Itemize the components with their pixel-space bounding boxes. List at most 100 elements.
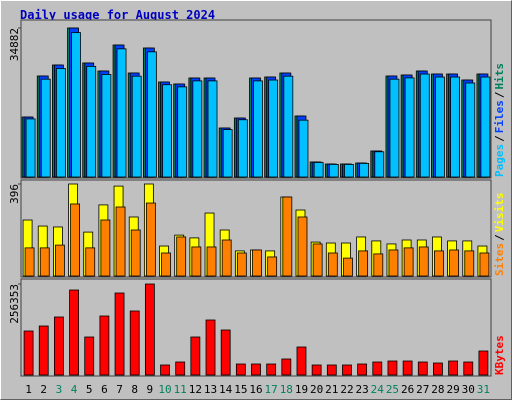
bar — [404, 77, 415, 178]
bar — [464, 250, 475, 277]
legend-entry: Hits — [493, 63, 506, 90]
bar — [192, 80, 203, 178]
bar — [281, 358, 292, 376]
y-tick-label: 396 — [8, 184, 21, 204]
bar — [343, 257, 353, 277]
bar — [327, 252, 338, 277]
bar — [282, 196, 293, 277]
bar — [129, 310, 140, 376]
x-tick-label: 27 — [416, 383, 429, 396]
legend-separator: / — [493, 135, 506, 142]
bar — [435, 76, 445, 178]
bar — [39, 247, 50, 277]
x-tick-label: 28 — [431, 383, 444, 396]
bar — [465, 82, 476, 178]
legend-separator: / — [493, 91, 506, 98]
bar — [161, 252, 171, 277]
bar — [402, 360, 413, 376]
bar — [235, 363, 246, 376]
bar — [70, 203, 80, 277]
bar — [160, 364, 170, 376]
x-tick-label: 20 — [310, 383, 323, 396]
bar — [145, 202, 156, 277]
bar — [448, 360, 458, 376]
bar — [115, 206, 126, 277]
bar — [69, 289, 79, 376]
bar — [176, 236, 187, 277]
bar — [373, 253, 384, 277]
bar — [417, 361, 428, 376]
bar — [298, 119, 309, 178]
bar — [313, 162, 324, 178]
x-tick-label: 1 — [25, 383, 32, 396]
bar — [54, 316, 64, 376]
bar — [221, 239, 232, 277]
bar — [328, 163, 339, 178]
bar — [480, 76, 491, 178]
bar — [131, 75, 142, 178]
bar — [251, 363, 261, 376]
x-tick-label: 30 — [462, 383, 475, 396]
x-tick-label: 11 — [174, 383, 187, 396]
legend-entry: Files — [493, 100, 506, 133]
x-tick-label: 16 — [249, 383, 262, 396]
bar — [266, 363, 277, 376]
x-tick-label: 31 — [477, 383, 490, 396]
bar — [344, 163, 354, 178]
legend-entry: Pages — [493, 144, 506, 177]
x-tick-label: 18 — [280, 383, 293, 396]
x-tick-label: 3 — [56, 383, 63, 396]
x-tick-label: 10 — [158, 383, 171, 396]
bar — [146, 51, 157, 178]
bar — [253, 80, 263, 178]
bar — [449, 249, 459, 277]
bar — [359, 163, 370, 178]
bar — [206, 246, 217, 277]
bar — [23, 330, 34, 376]
x-tick-label: 9 — [147, 383, 154, 396]
x-tick-label: 12 — [189, 383, 202, 396]
bar — [162, 84, 172, 178]
bar — [433, 362, 443, 376]
legend-entry: Visits — [493, 193, 506, 233]
bar — [297, 216, 308, 277]
bar — [190, 336, 201, 376]
bar — [418, 246, 429, 277]
bar — [86, 65, 97, 178]
bar — [205, 319, 216, 376]
x-tick-label: 14 — [219, 383, 233, 396]
bar — [434, 250, 444, 277]
bar — [191, 246, 202, 277]
bar — [85, 247, 96, 277]
bar — [100, 219, 111, 277]
bar — [116, 48, 127, 178]
bar — [388, 249, 399, 277]
x-tick-label: 22 — [340, 383, 353, 396]
bar — [24, 247, 35, 277]
x-tick-label: 17 — [265, 383, 278, 396]
x-tick-label: 21 — [325, 383, 338, 396]
bar — [99, 315, 110, 376]
bar — [387, 360, 398, 376]
bar — [175, 361, 186, 376]
x-tick-label: 2 — [40, 383, 47, 396]
bar — [236, 252, 247, 277]
bar — [358, 250, 369, 277]
bar — [130, 229, 141, 277]
x-tick-label: 13 — [204, 383, 217, 396]
bar — [267, 256, 278, 277]
y-tick-label: 34882 — [8, 28, 21, 61]
bar — [463, 361, 474, 376]
bar — [268, 79, 279, 178]
bar — [55, 244, 65, 277]
legend: KBytes — [493, 335, 506, 375]
bar — [403, 247, 414, 277]
bar — [144, 283, 155, 376]
panel — [20, 278, 492, 377]
x-tick-label: 26 — [401, 383, 414, 396]
legend-entry: KBytes — [493, 335, 506, 375]
bar — [25, 118, 36, 178]
legend: Pages/Files/Hits — [493, 63, 506, 177]
bar — [71, 32, 81, 178]
